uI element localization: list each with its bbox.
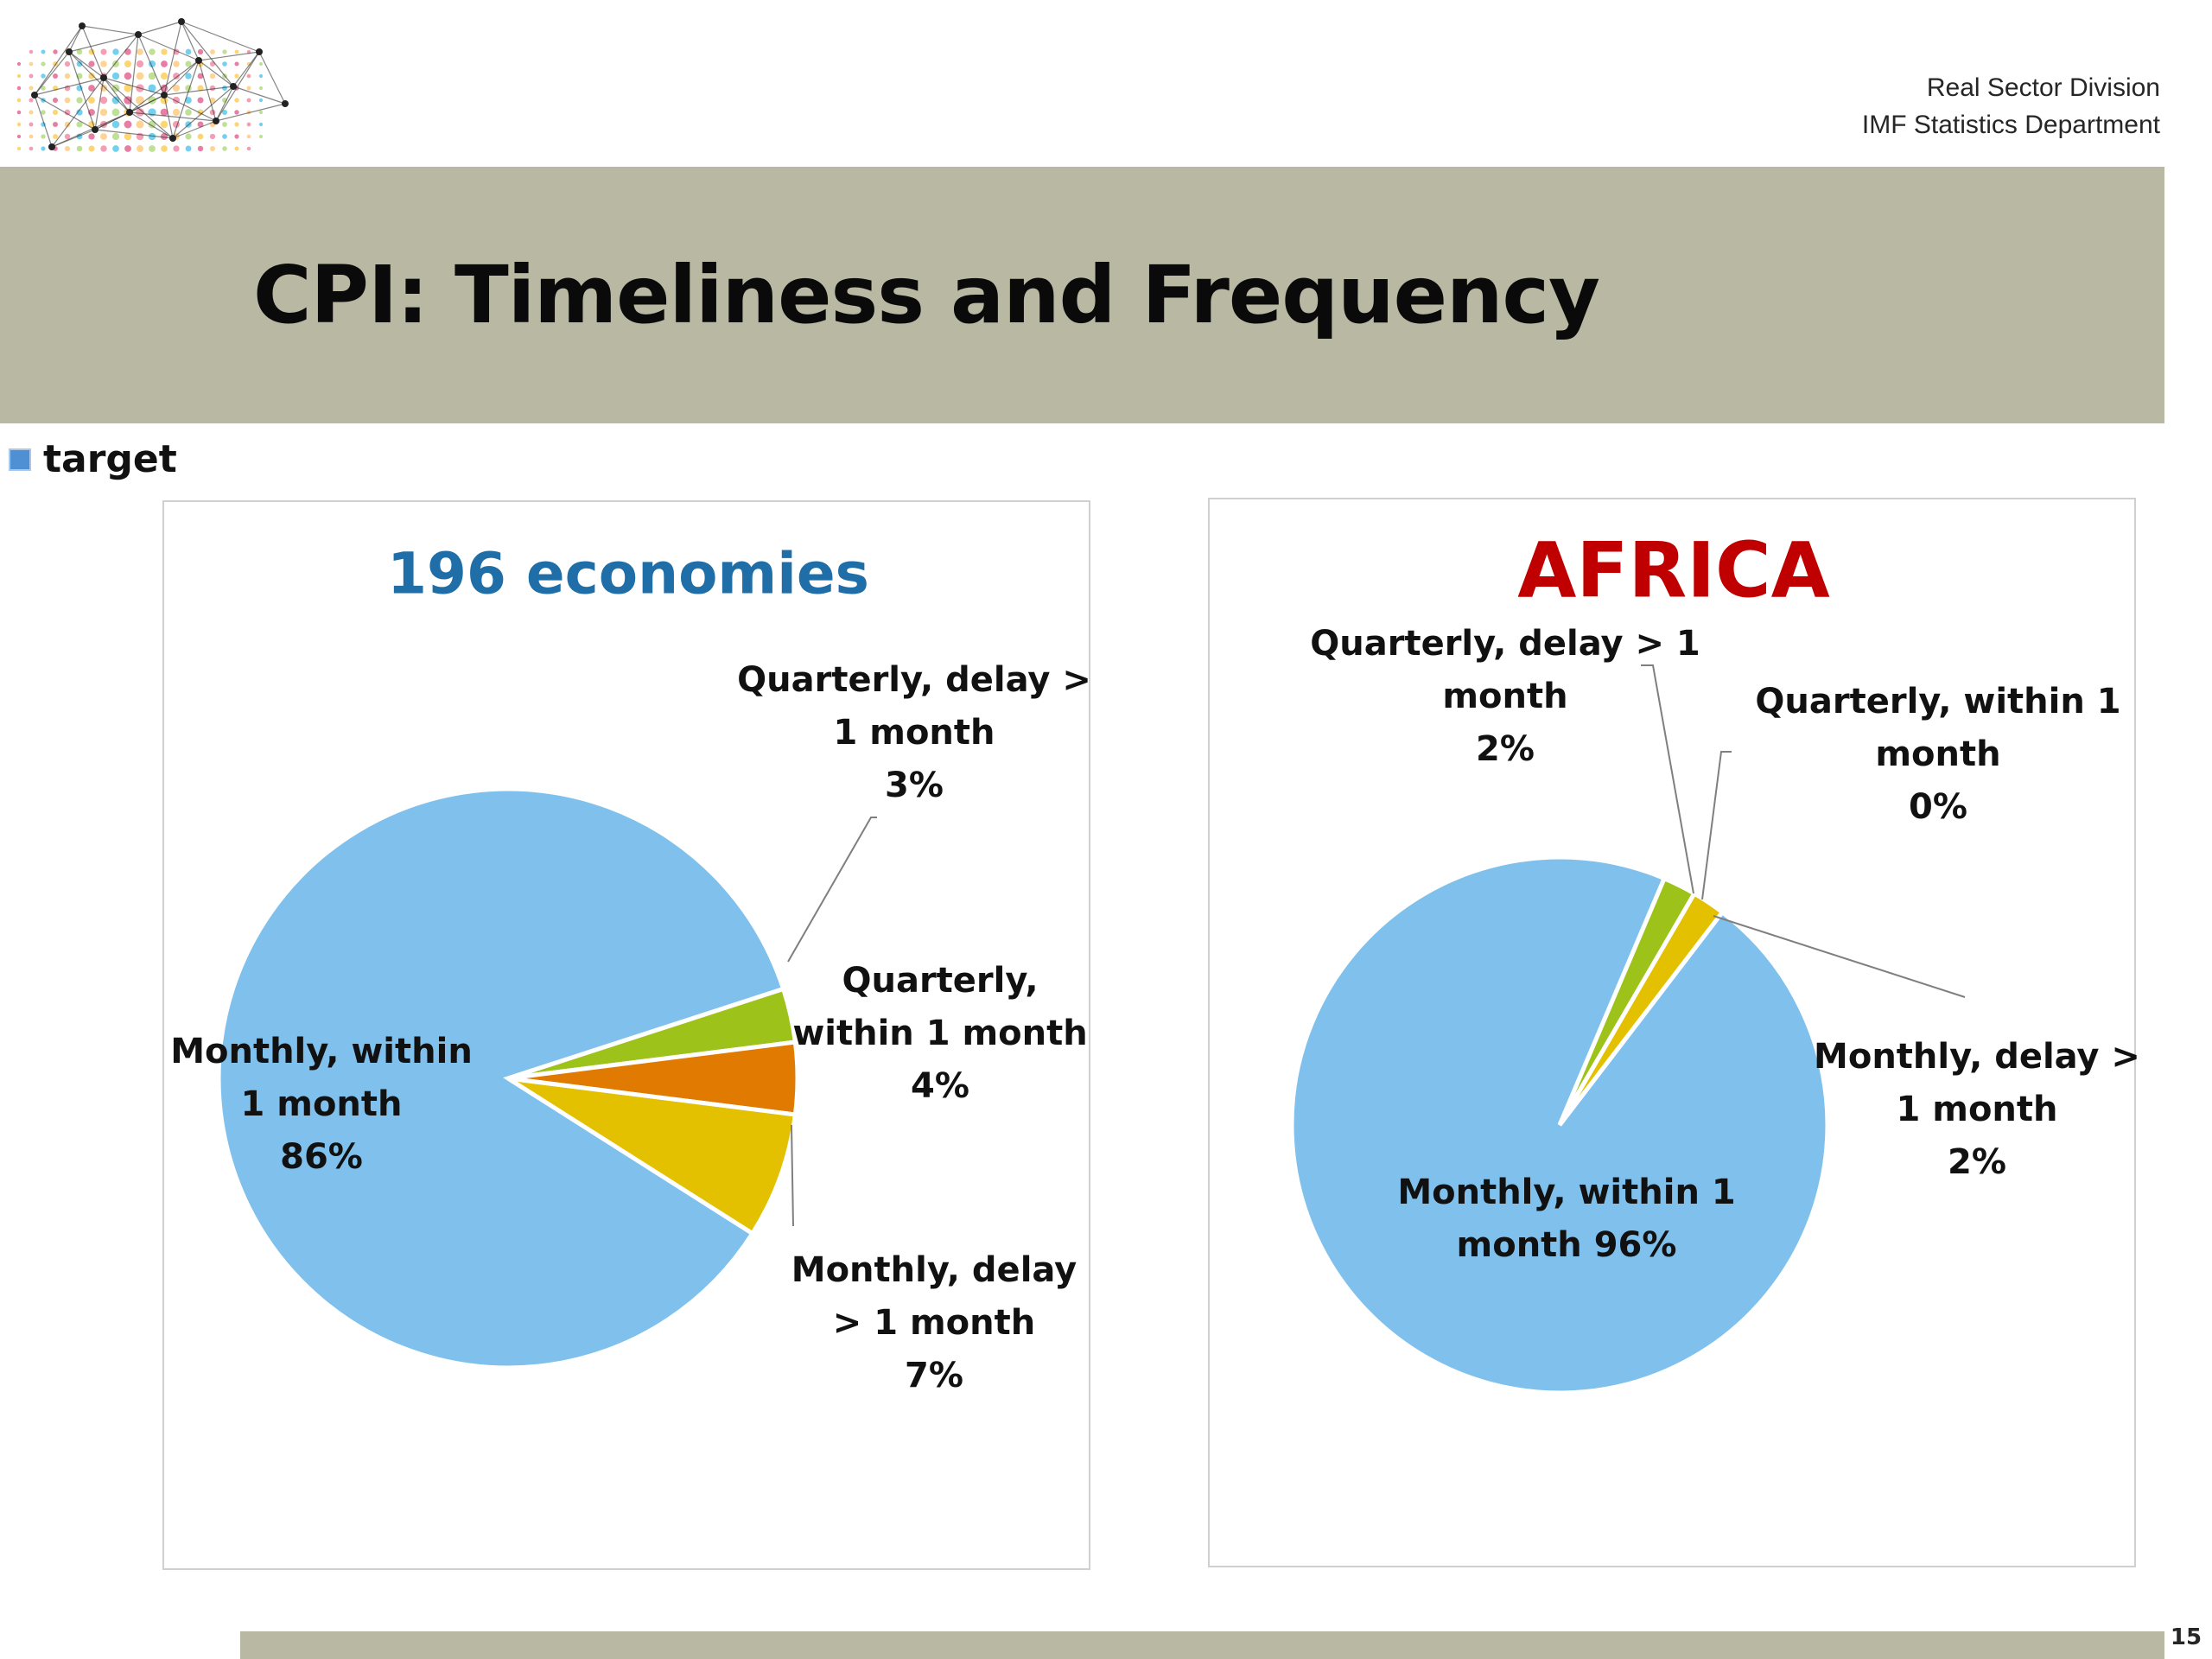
chart-panel-africa: AFRICA Monthly, within 1 month 96% Quarterl… xyxy=(1208,498,2140,1567)
title-band xyxy=(0,167,2164,423)
legend-label: target xyxy=(43,437,177,481)
pie-slices xyxy=(1289,855,1830,1395)
chart-panel-196-economies: 196 economies Monthly, within 1 month 86% Qu… xyxy=(162,500,1091,1570)
leader-line xyxy=(1641,664,1694,894)
chart-title: 196 economies xyxy=(387,541,869,607)
org-department: IMF Statistics Department xyxy=(1861,111,2160,139)
network-logo-icon xyxy=(16,18,289,152)
page-number: 15 xyxy=(2170,1624,2202,1650)
data-label: Quarterly, delay >1 month 3% xyxy=(737,660,1091,805)
pie-chart-africa: AFRICA Monthly, within 1 month 96% Quarterl… xyxy=(1289,525,2140,1395)
slide-title: CPI: Timeliness and Frequency xyxy=(253,249,1600,341)
leader-line xyxy=(1713,915,1966,998)
legend: target xyxy=(9,437,177,481)
legend-swatch xyxy=(9,448,31,471)
footer-band xyxy=(240,1631,2164,1659)
pie-slice-monthly-delay-1-month xyxy=(506,1076,798,1236)
data-label: Monthly, delay > 1 month 7% xyxy=(791,1250,1077,1395)
data-label: Monthly, within 1 month 96% xyxy=(1397,1173,1735,1265)
data-label: Monthly, within 1 month 86% xyxy=(170,1032,473,1177)
data-label: Quarterly, delay > 1 month 2% xyxy=(1310,624,1700,769)
data-label: Quarterly, within 1 month 0% xyxy=(1755,682,2120,827)
chart-title: AFRICA xyxy=(1517,525,1829,614)
pie-slices xyxy=(216,786,800,1370)
organization-label: Real Sector Division IMF Statistics Depa… xyxy=(1862,69,2160,143)
pie-chart-196-economies: 196 economies Monthly, within 1 month 86% Qu… xyxy=(170,541,1091,1395)
org-division: Real Sector Division xyxy=(1926,73,2160,102)
leader-line xyxy=(787,817,877,963)
pie-slice-monthly-within-1-month xyxy=(216,786,786,1370)
data-label: Quarterly, within 1 month 4% xyxy=(792,961,1087,1106)
pie-slice-monthly-delay-1-month xyxy=(1557,890,1726,1127)
leader-line xyxy=(791,1124,794,1227)
leader-line xyxy=(1701,751,1732,900)
data-label: Monthly, delay >1 month 2% xyxy=(1814,1037,2140,1182)
